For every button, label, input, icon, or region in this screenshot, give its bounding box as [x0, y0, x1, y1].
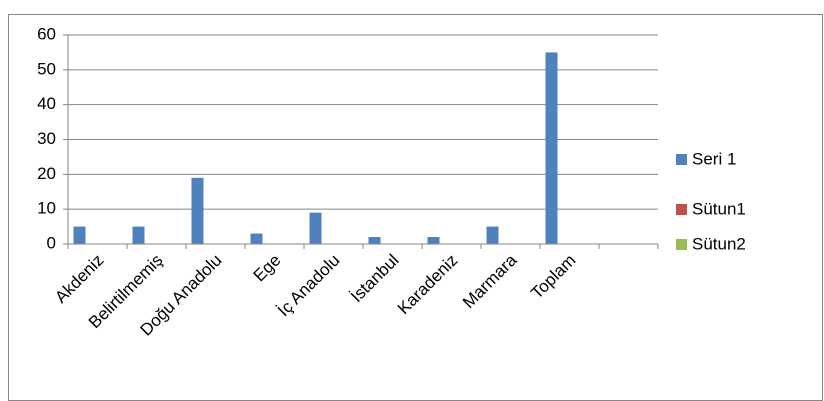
bar: [250, 233, 263, 244]
y-tick-label: 0: [47, 233, 56, 252]
y-tick-label: 20: [37, 164, 56, 183]
bar: [132, 226, 145, 244]
legend-swatch: [676, 204, 687, 215]
bar: [191, 177, 204, 244]
y-tick-label: 30: [37, 129, 56, 148]
bar: [486, 226, 499, 244]
legend-label: Seri 1: [692, 149, 736, 168]
y-tick-label: 40: [37, 94, 56, 113]
bar: [368, 237, 381, 244]
bar: [309, 212, 322, 244]
legend-label: Sütun1: [692, 199, 746, 218]
y-tick-label: 60: [37, 24, 56, 43]
y-tick-label: 50: [37, 59, 56, 78]
bar: [73, 226, 86, 244]
bar: [545, 52, 558, 244]
y-tick-label: 10: [37, 199, 56, 218]
legend-label: Sütun2: [692, 234, 746, 253]
bar: [427, 237, 440, 244]
legend-swatch: [676, 239, 687, 250]
legend-swatch: [676, 154, 687, 165]
